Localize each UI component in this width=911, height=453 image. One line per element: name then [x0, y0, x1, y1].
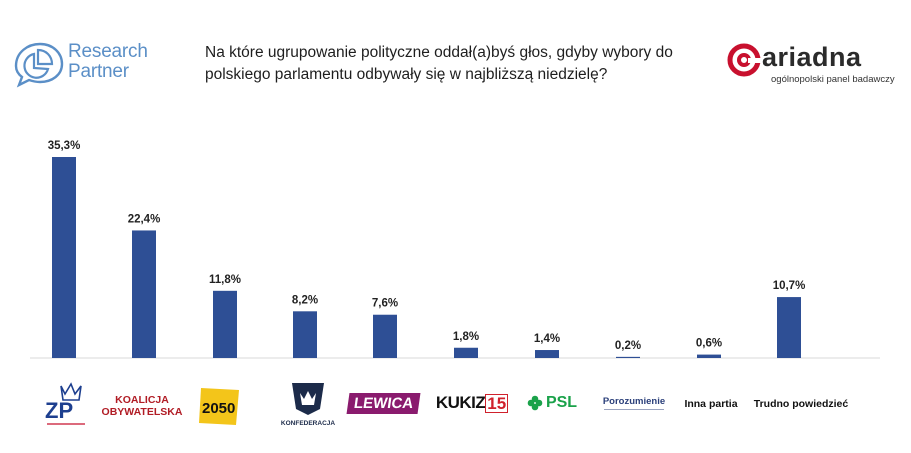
pl2050-text: 2050: [202, 400, 235, 417]
value-label-5: 1,8%: [453, 331, 479, 343]
logo-psl: PSL: [522, 391, 582, 415]
bar-6: [535, 350, 559, 358]
ariadna-tagline: ogólnopolski panel badawczy: [771, 74, 895, 85]
pl2050-badge-icon: 2050: [199, 388, 239, 425]
bar-4: [373, 314, 397, 358]
value-label-6: 1,4%: [534, 333, 560, 345]
ariadna-logo: ariadna ogólnopolski panel badawczy: [726, 40, 896, 90]
bar-1: [132, 230, 156, 358]
porozumienie-text: Porozumienie: [602, 396, 666, 407]
bar-2: [213, 290, 237, 358]
value-label-9: 10,7%: [773, 280, 806, 292]
label-inna-partia: Inna partia: [672, 395, 750, 413]
psl-text: PSL: [545, 394, 578, 411]
value-label-0: 35,3%: [48, 140, 81, 152]
zp-text: ZP: [45, 398, 73, 423]
value-label-2: 11,8%: [209, 274, 241, 286]
rp-line1: Research: [68, 41, 148, 62]
clover-icon: [527, 395, 543, 411]
value-label-3: 8,2%: [292, 294, 318, 306]
kukiz-text: KUKIZ: [435, 393, 486, 412]
ariadna-spiral-icon: [727, 43, 762, 77]
konfederacja-text: KONFEDERACJA: [281, 420, 335, 427]
logo-porozumienie: Porozumienie: [596, 392, 672, 414]
logo-2050: 2050: [197, 385, 241, 427]
bar-5: [454, 347, 478, 358]
bar-9: [777, 297, 801, 358]
logo-kukiz15: KUKIZ 15: [432, 391, 512, 415]
rp-line2: Partner: [68, 61, 129, 82]
trudno-powiedziec-text: Trudno powiedzieć: [753, 398, 849, 410]
kukiz-number: 15: [485, 393, 509, 413]
logo-konfederacja: KONFEDERACJA: [278, 379, 338, 431]
value-label-1: 22,4%: [128, 213, 161, 225]
bar-8: [697, 354, 721, 358]
konfederacja-crown-logo-icon: KONFEDERACJA: [281, 383, 335, 427]
lewica-text: LEWICA: [346, 392, 422, 414]
zp-crown-logo-icon: ZP: [45, 382, 85, 425]
logo-koalicja: KOALICJA OBYWATELSKA: [100, 392, 184, 420]
ariadna-brand: ariadna: [762, 42, 862, 72]
value-label-7: 0,2%: [615, 340, 641, 352]
ko-line1: KOALICJA: [115, 394, 169, 406]
logo-lewica: LEWICA: [346, 391, 422, 415]
bar-7: [616, 356, 640, 358]
value-labels-group: 35,3% 22,4% 11,8% 8,2% 7,6% 1,8% 1,4% 0,2% 0,6% 1…: [48, 140, 806, 352]
chart-question: Na które ugrupowanie polityczne oddał(a)…: [205, 44, 673, 83]
logo-zp: ZP: [35, 378, 95, 428]
bar-0: [52, 157, 76, 358]
bars-group: [52, 157, 801, 358]
ko-line2: OBYWATELSKA: [101, 406, 183, 418]
inna-partia-text: Inna partia: [684, 398, 738, 410]
value-label-4: 7,6%: [372, 298, 398, 310]
label-trudno-powiedziec: Trudno powiedzieć: [746, 395, 856, 413]
research-partner-logo: Research Partner: [10, 38, 160, 88]
speech-bubble-pie-icon: [14, 42, 64, 88]
bar-3: [293, 311, 317, 358]
value-label-8: 0,6%: [696, 338, 722, 350]
